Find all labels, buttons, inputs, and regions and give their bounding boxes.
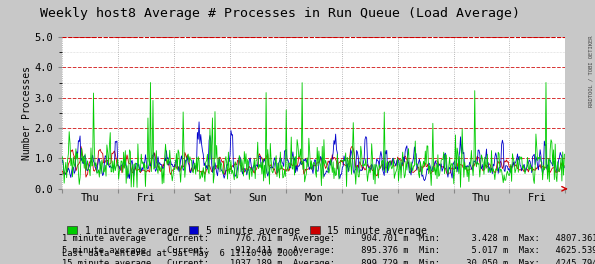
Y-axis label: Number Processes: Number Processes bbox=[22, 66, 32, 160]
Text: RRDTOOL / TOBI OETIKER: RRDTOOL / TOBI OETIKER bbox=[588, 36, 593, 107]
Text: 1 minute average    Current:     776.761 m  Average:     904.701 m  Min:      3.: 1 minute average Current: 776.761 m Aver… bbox=[62, 234, 595, 264]
Text: Weekly host8 Average # Processes in Run Queue (Load Average): Weekly host8 Average # Processes in Run … bbox=[40, 7, 519, 20]
Legend: 1 minute average, 5 minute average, 15 minute average: 1 minute average, 5 minute average, 15 m… bbox=[67, 225, 427, 235]
Text: Last data entered at Sat May  6 11:10:00 2000.: Last data entered at Sat May 6 11:10:00 … bbox=[62, 249, 304, 258]
